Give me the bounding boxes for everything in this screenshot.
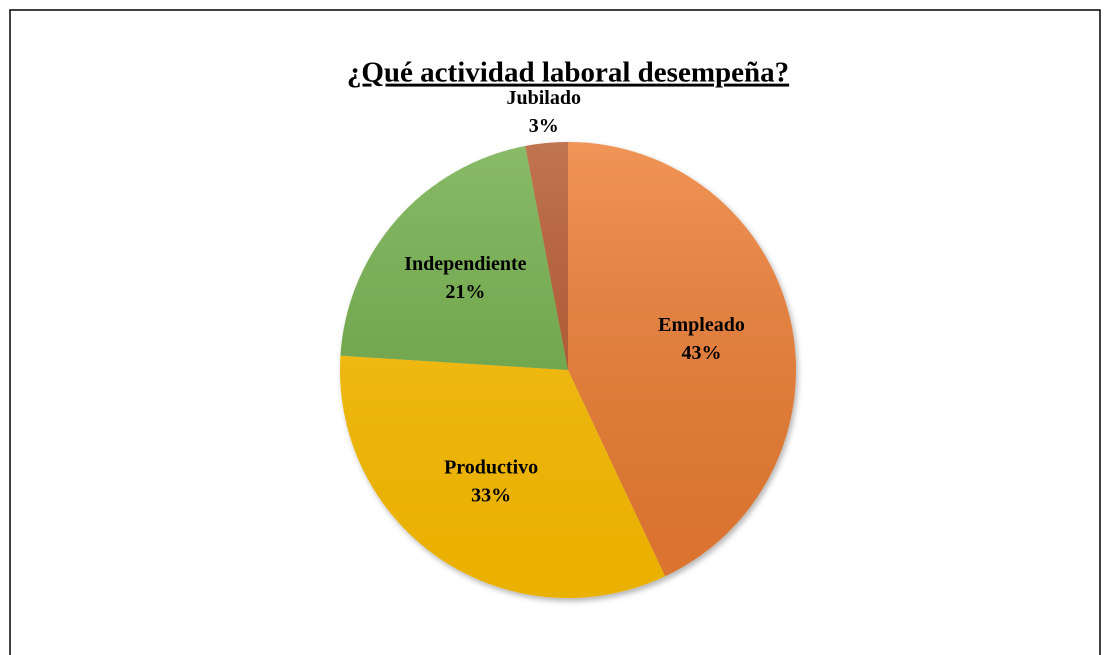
slice-category-label: Independiente (404, 253, 526, 275)
slice-value-label: 33% (471, 485, 511, 507)
chart-title: ¿Qué actividad laboral desempeña? (347, 57, 789, 89)
slice-category-label: Empleado (658, 314, 745, 336)
slice-value-label: 21% (445, 281, 485, 303)
pie (340, 142, 796, 598)
slice-category-label: Jubilado (507, 87, 581, 109)
slice-value-label: 3% (529, 115, 559, 137)
frame (9, 9, 1101, 655)
slice-category-label: Productivo (444, 457, 538, 479)
slice-value-label: 43% (682, 342, 722, 364)
